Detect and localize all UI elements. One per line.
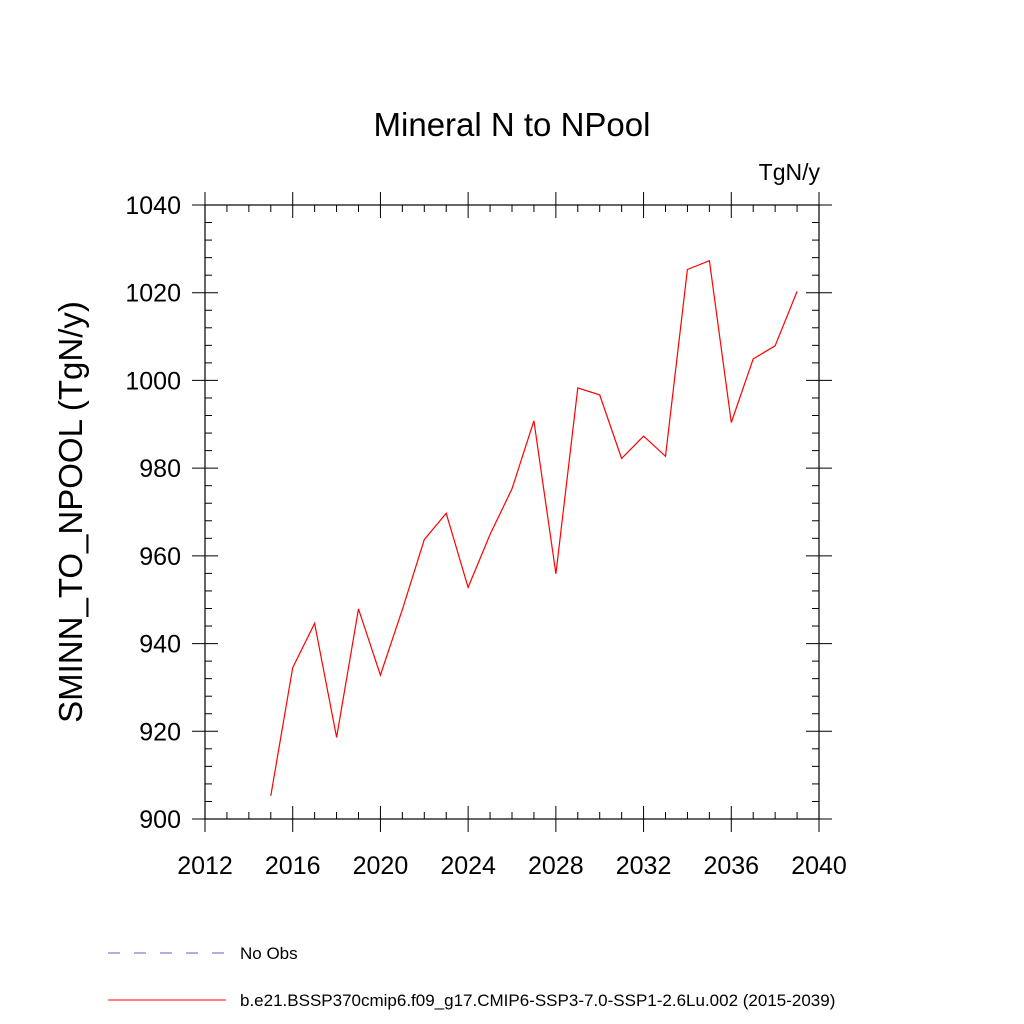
x-tick-label: 2024	[440, 852, 496, 880]
x-tick-label: 2016	[265, 852, 321, 880]
y-tick-label: 1020	[125, 280, 181, 308]
x-tick-label: 2040	[791, 852, 847, 880]
legend: No Obs b.e21.BSSP370cmip6.f09_g17.CMIP6-…	[108, 944, 835, 1010]
y-tick-label: 920	[139, 718, 181, 746]
y-tick-label: 1000	[125, 367, 181, 395]
axis-tick-labels: 2012 2016 2020 2024 2028 2032 2036 2040 900 920 94…	[125, 192, 846, 880]
x-tick-label: 2020	[353, 852, 409, 880]
plot-area: 2012 2016 2020 2024 2028 2032 2036 2040 900 920 94…	[125, 192, 847, 880]
chart-title: Mineral N to NPool	[374, 106, 651, 143]
x-tick-label: 2036	[703, 852, 759, 880]
plot-frame	[204, 204, 820, 820]
x-tick-label: 2028	[528, 852, 584, 880]
legend-label-model-run: b.e21.BSSP370cmip6.f09_g17.CMIP6-SSP3-7.…	[240, 991, 835, 1010]
axis-ticks	[192, 192, 832, 832]
x-tick-label: 2032	[616, 852, 672, 880]
data-series	[270, 259, 798, 796]
x-tick-label: 2012	[177, 852, 233, 880]
y-tick-label: 1040	[125, 192, 181, 220]
y-tick-label: 980	[139, 455, 181, 483]
units-label: TgN/y	[759, 159, 821, 185]
y-tick-label: 960	[139, 543, 181, 571]
y-axis-label: SMINN_TO_NPOOL (TgN/y)	[52, 301, 89, 723]
legend-label-no-obs: No Obs	[240, 944, 298, 963]
series-line	[270, 259, 798, 796]
y-tick-label: 940	[139, 631, 181, 659]
y-tick-label: 900	[139, 806, 181, 834]
